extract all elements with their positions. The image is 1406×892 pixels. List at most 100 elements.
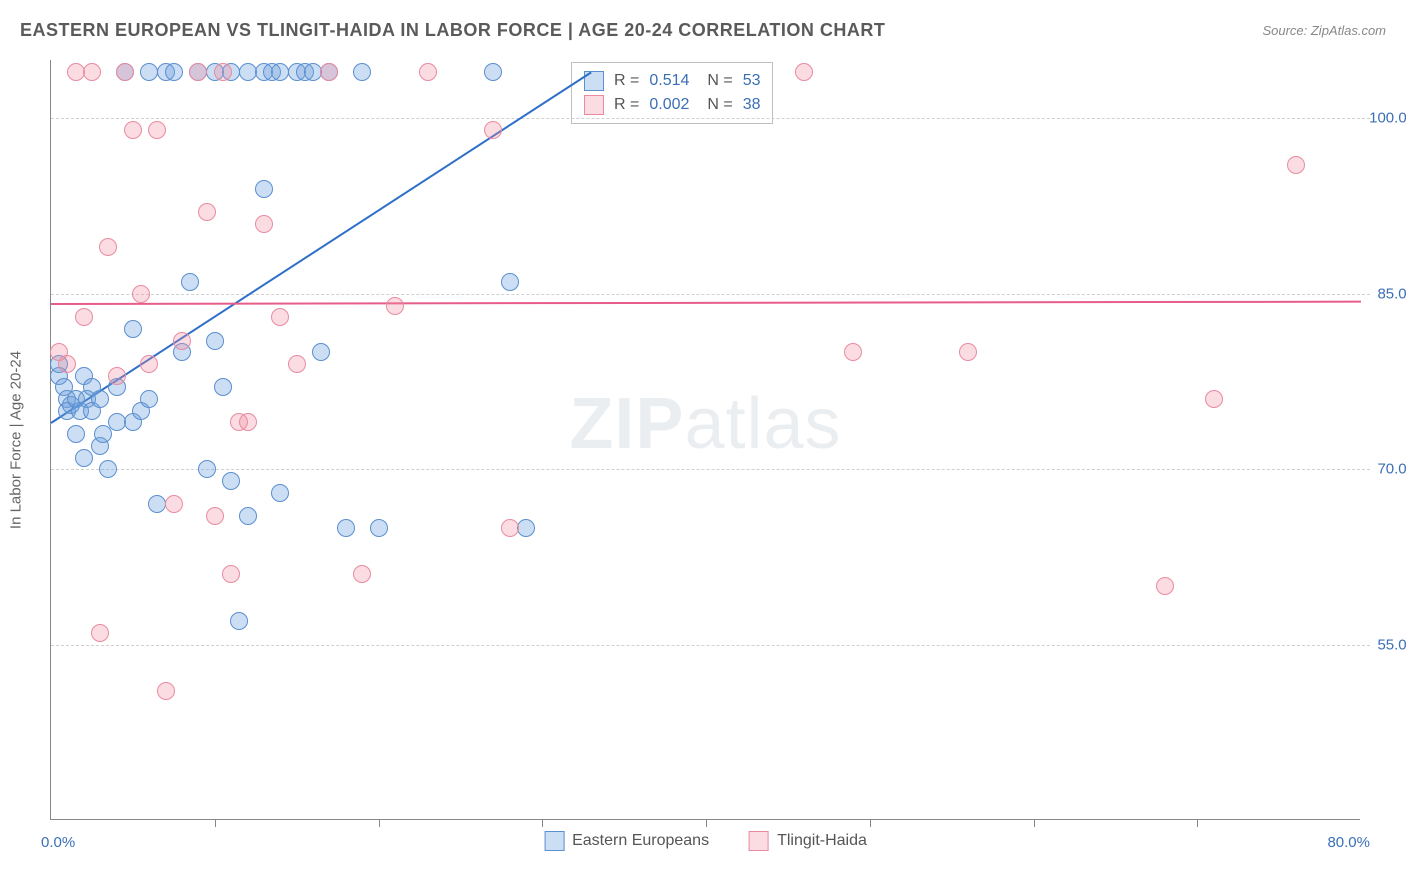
data-point	[91, 390, 109, 408]
data-point	[255, 180, 273, 198]
x-tick	[379, 819, 380, 827]
data-point	[148, 495, 166, 513]
data-point	[157, 682, 175, 700]
x-tick	[706, 819, 707, 827]
data-point	[91, 624, 109, 642]
data-point	[173, 332, 191, 350]
data-point	[75, 449, 93, 467]
legend-swatch-icon	[584, 95, 604, 115]
legend-label: Tlingit-Haida	[777, 832, 867, 850]
data-point	[353, 63, 371, 81]
data-point	[239, 507, 257, 525]
data-point	[230, 612, 248, 630]
data-point	[959, 343, 977, 361]
r-label: R =	[614, 96, 639, 114]
data-point	[1287, 156, 1305, 174]
data-point	[288, 355, 306, 373]
data-point	[124, 320, 142, 338]
data-point	[484, 63, 502, 81]
x-tick	[1197, 819, 1198, 827]
source-label: Source: ZipAtlas.com	[1262, 23, 1386, 38]
data-point	[165, 63, 183, 81]
gridline	[51, 645, 1370, 646]
legend-item: Eastern Europeans	[544, 831, 709, 851]
data-point	[99, 460, 117, 478]
legend-swatch-icon	[544, 831, 564, 851]
data-point	[214, 63, 232, 81]
data-point	[67, 425, 85, 443]
data-point	[108, 413, 126, 431]
gridline	[51, 118, 1370, 119]
y-tick-label: 85.0%	[1365, 285, 1406, 302]
watermark-rest: atlas	[684, 384, 841, 464]
data-point	[99, 238, 117, 256]
data-point	[75, 308, 93, 326]
data-point	[198, 460, 216, 478]
watermark: ZIPatlas	[569, 383, 841, 465]
x-tick	[215, 819, 216, 827]
correlation-legend: R = 0.514 N = 53 R = 0.002 N = 38	[571, 62, 773, 124]
data-point	[83, 63, 101, 81]
r-value: 0.002	[649, 96, 697, 114]
data-point	[140, 63, 158, 81]
plot-area: In Labor Force | Age 20-24 ZIPatlas 0.0%…	[50, 60, 1360, 820]
legend-row: R = 0.514 N = 53	[584, 69, 760, 93]
data-point	[132, 285, 150, 303]
data-point	[222, 472, 240, 490]
r-label: R =	[614, 72, 639, 90]
data-point	[312, 343, 330, 361]
data-point	[271, 484, 289, 502]
data-point	[795, 63, 813, 81]
data-point	[198, 203, 216, 221]
watermark-bold: ZIP	[569, 384, 684, 464]
data-point	[148, 121, 166, 139]
gridline	[51, 469, 1370, 470]
data-point	[116, 63, 134, 81]
data-point	[337, 519, 355, 537]
n-label: N =	[707, 72, 732, 90]
data-point	[844, 343, 862, 361]
data-point	[320, 63, 338, 81]
n-label: N =	[707, 96, 732, 114]
legend-row: R = 0.002 N = 38	[584, 93, 760, 117]
data-point	[140, 390, 158, 408]
x-tick	[870, 819, 871, 827]
data-point	[353, 565, 371, 583]
data-point	[484, 121, 502, 139]
trend-line	[51, 301, 1361, 305]
data-point	[255, 215, 273, 233]
data-point	[181, 273, 199, 291]
n-value: 53	[743, 72, 761, 90]
data-point	[108, 367, 126, 385]
n-value: 38	[743, 96, 761, 114]
y-tick-label: 55.0%	[1365, 636, 1406, 653]
legend-label: Eastern Europeans	[572, 832, 709, 850]
title-bar: EASTERN EUROPEAN VS TLINGIT-HAIDA IN LAB…	[20, 20, 1386, 41]
data-point	[304, 63, 322, 81]
chart-title: EASTERN EUROPEAN VS TLINGIT-HAIDA IN LAB…	[20, 20, 885, 41]
x-max-label: 80.0%	[1327, 834, 1370, 851]
y-axis-label: In Labor Force | Age 20-24	[8, 350, 25, 528]
y-tick-label: 100.0%	[1365, 110, 1406, 127]
data-point	[165, 495, 183, 513]
data-point	[271, 308, 289, 326]
data-point	[239, 63, 257, 81]
data-point	[1156, 577, 1174, 595]
data-point	[124, 121, 142, 139]
data-point	[386, 297, 404, 315]
legend-item: Tlingit-Haida	[749, 831, 867, 851]
data-point	[239, 413, 257, 431]
data-point	[501, 519, 519, 537]
y-tick-label: 70.0%	[1365, 461, 1406, 478]
data-point	[189, 63, 207, 81]
data-point	[1205, 390, 1223, 408]
data-point	[214, 378, 232, 396]
data-point	[517, 519, 535, 537]
data-point	[370, 519, 388, 537]
data-point	[501, 273, 519, 291]
data-point	[140, 355, 158, 373]
data-point	[206, 332, 224, 350]
x-min-label: 0.0%	[41, 834, 75, 851]
x-tick	[542, 819, 543, 827]
series-legend: Eastern Europeans Tlingit-Haida	[544, 831, 867, 851]
